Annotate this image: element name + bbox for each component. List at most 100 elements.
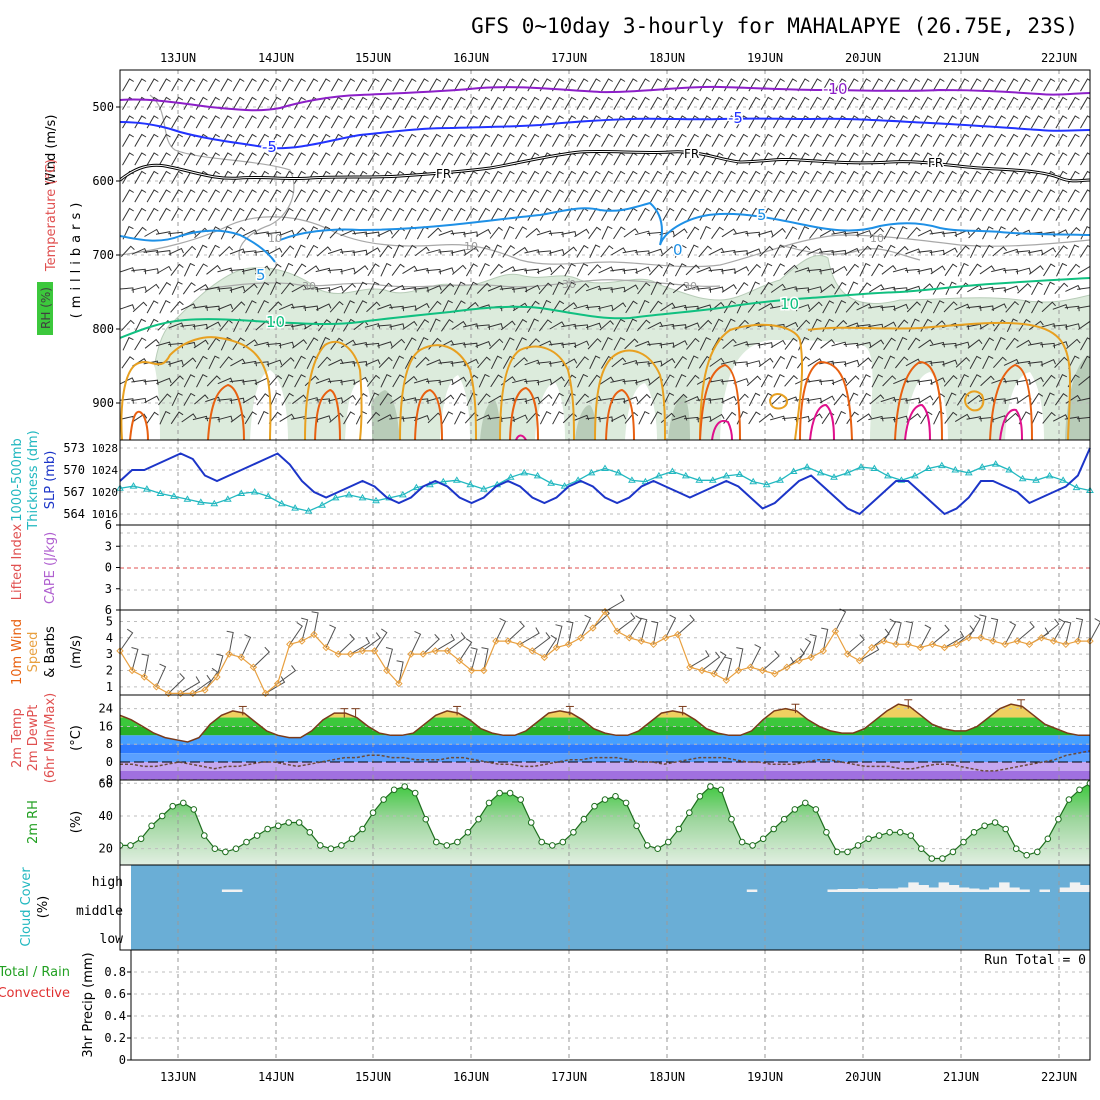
rh-marker (1034, 848, 1041, 856)
wind-barb (968, 227, 983, 239)
wind-barb (944, 152, 957, 166)
rh-marker (707, 783, 714, 790)
wind10m-barb (798, 638, 812, 661)
wind-barb (808, 301, 823, 313)
wind-barb (377, 229, 393, 237)
wind-barb (883, 189, 896, 203)
wind-barb (1042, 411, 1056, 424)
wind-barb (157, 319, 172, 331)
total-rain-label: Total / Rain (0, 965, 70, 980)
wind-barb (846, 133, 859, 147)
wind-barb (1076, 416, 1090, 420)
wind-barb (586, 395, 602, 404)
wind-barb (610, 247, 627, 256)
wind-barb (956, 282, 970, 295)
wind-barb (563, 374, 577, 388)
wind-barb (736, 133, 749, 147)
temp2m-labels: 2m Temp 2m DewPt (6hr Min/Max) (°C) (10, 693, 84, 783)
wind-marker (334, 650, 343, 658)
wind-barb (391, 263, 405, 276)
wind-barb (512, 378, 528, 385)
wind-barb (597, 287, 613, 293)
wind-barb (920, 207, 933, 221)
wind-barb (846, 207, 859, 221)
wind-barb (794, 415, 810, 422)
wind-barb (895, 356, 909, 369)
rh-contour-labels: 10 10 10 30 30 30 (268, 232, 884, 293)
wind-barb (955, 356, 971, 368)
wind-barb (413, 378, 430, 384)
wind-barb (380, 374, 392, 388)
wind-marker (1013, 637, 1022, 645)
wind-barb (686, 374, 700, 387)
wind-barb (120, 267, 135, 273)
thickness-marker (924, 464, 933, 471)
wind-barb (404, 189, 417, 203)
wind-barb (1067, 207, 1080, 221)
wind-barb (306, 244, 319, 258)
wind-barb (343, 115, 356, 129)
wind-barb (846, 78, 859, 92)
wind-barb (380, 262, 392, 277)
wind-barb (465, 374, 479, 387)
wind-barb (772, 189, 785, 203)
wind-barb (502, 152, 515, 166)
wind-barb (281, 96, 294, 110)
wind-barb (1030, 207, 1043, 221)
wind-marker (552, 643, 561, 652)
wind-barb (293, 207, 306, 221)
wind-barb (650, 189, 663, 203)
wind10m-barb (883, 618, 896, 642)
isotherm-label: 5 (757, 206, 767, 224)
wind-barb (195, 96, 208, 110)
wind-barb (196, 244, 208, 259)
wind-barb (773, 374, 785, 388)
wind-barb (699, 337, 711, 351)
wind-marker (807, 653, 815, 662)
wind-barb (637, 189, 650, 203)
wind-barb (208, 244, 220, 258)
wind-barb (1018, 207, 1031, 221)
wind10m-barb (410, 630, 422, 655)
wind-barb (980, 375, 995, 387)
thickness-marker (452, 476, 461, 483)
wind-barb (404, 244, 417, 258)
wind-barb (733, 378, 749, 384)
wind-barb (1067, 78, 1080, 92)
wind-barb (512, 414, 528, 422)
wind-barb (415, 356, 430, 368)
wind-barb (601, 115, 613, 129)
wind-barb (515, 207, 527, 221)
wind10m-barb (628, 615, 642, 639)
wind10m-barb (240, 634, 252, 658)
wind-barb (158, 133, 171, 147)
wind-barb (441, 152, 454, 166)
wind10m-barb (566, 620, 574, 645)
rh2m-label: 2m RH (26, 800, 41, 844)
wind-barb (736, 207, 749, 221)
wind-barb (883, 115, 896, 129)
wind-marker (904, 640, 912, 649)
wind-barb (404, 207, 417, 221)
wind-barb (625, 115, 638, 129)
wind-barb (944, 263, 958, 277)
isotherm-label: 10 (780, 295, 799, 313)
wind-barb (918, 395, 934, 404)
wind-barb (1077, 305, 1090, 309)
li-tick: 0 (105, 561, 112, 575)
wind-barb (856, 413, 872, 423)
thickness-marker (978, 463, 987, 470)
thickness-marker (1072, 483, 1081, 491)
wind-barb (208, 226, 220, 240)
wind-barb (748, 133, 761, 147)
wind-barb (1015, 379, 1031, 385)
isotherm-plus10 (120, 277, 1090, 339)
wind-barb (306, 115, 319, 129)
isotherm-label: FR (684, 147, 699, 161)
wind-barb (992, 246, 1007, 257)
wind-barb (426, 285, 442, 292)
wind-barb (330, 189, 343, 203)
wind-barb (1018, 152, 1031, 166)
wind-barb (623, 284, 639, 293)
wind-barb (562, 246, 577, 257)
